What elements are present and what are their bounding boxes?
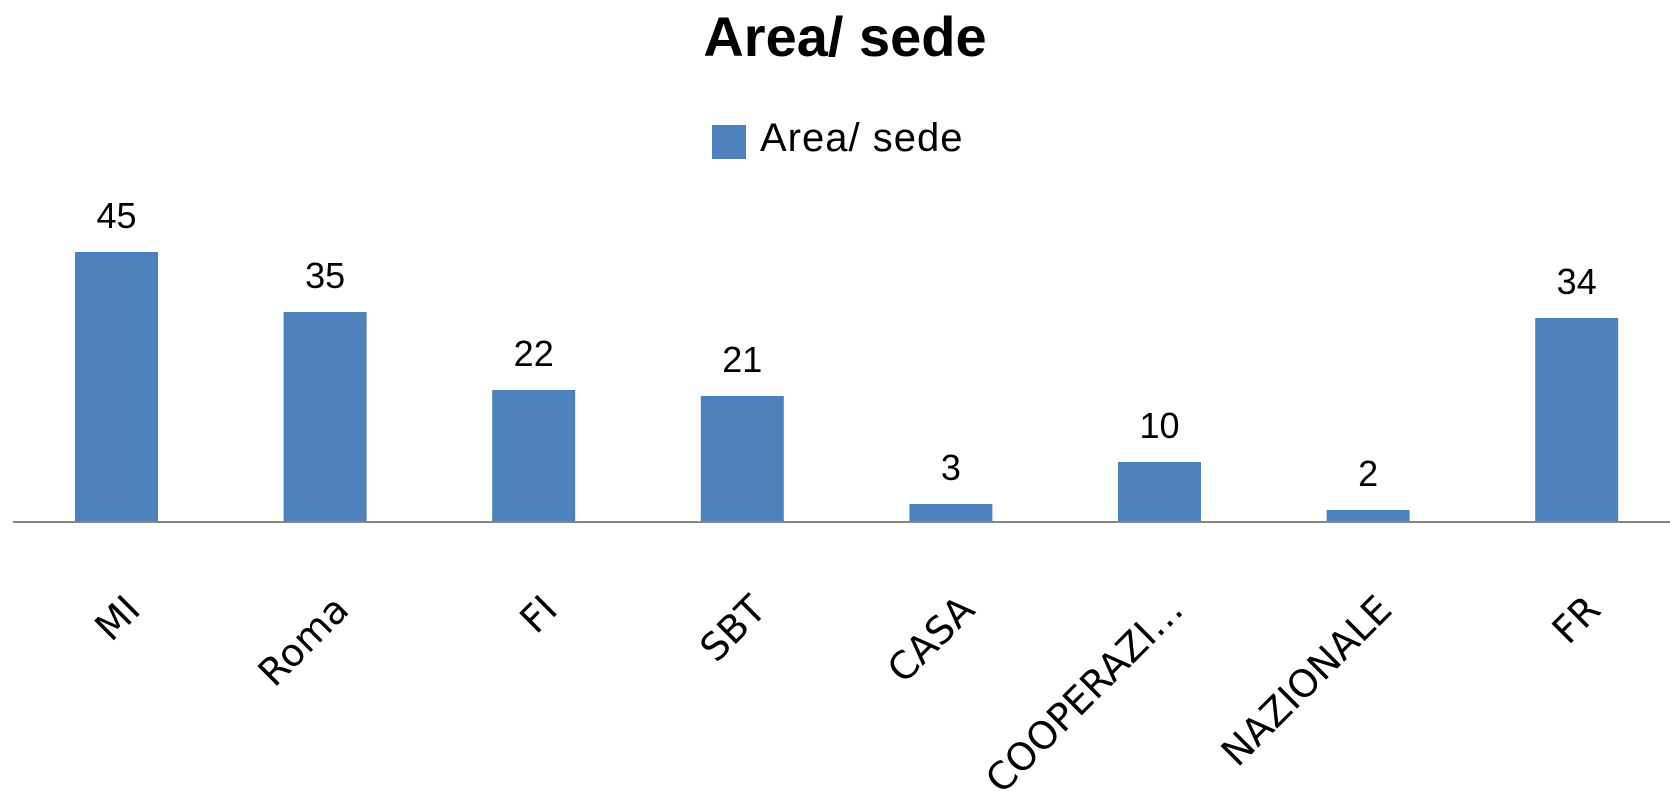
bar-2 xyxy=(492,390,576,522)
bar-3 xyxy=(700,396,784,522)
legend-swatch xyxy=(712,125,746,159)
data-labels-layer: 45 35 22 21 3 10 2 34 xyxy=(96,195,1596,494)
data-label-7: 34 xyxy=(1557,261,1597,302)
bar-0 xyxy=(75,252,158,522)
x-tick-label-2: FI xyxy=(511,587,566,642)
chart-title: Area/ sede xyxy=(703,5,987,68)
data-label-6: 2 xyxy=(1358,453,1378,494)
x-tick-label-3: SBT xyxy=(691,586,775,670)
bars-layer xyxy=(75,252,1619,522)
chart-legend: Area/ sede xyxy=(712,112,963,164)
x-tick-label-7: FR xyxy=(1544,587,1609,652)
bar-6 xyxy=(1326,510,1410,522)
data-label-4: 3 xyxy=(941,447,961,488)
x-tick-label-1: Roma xyxy=(250,587,358,695)
bar-7 xyxy=(1535,318,1619,522)
x-tick-label-6: NAZIONALE xyxy=(1213,587,1401,775)
data-label-0: 45 xyxy=(96,195,136,236)
x-tick-label-5: COOPERAZI… xyxy=(977,587,1192,802)
bar-4 xyxy=(909,504,993,522)
legend-label: Area/ sede xyxy=(760,115,964,160)
bar-5 xyxy=(1118,462,1201,522)
data-label-5: 10 xyxy=(1139,405,1179,446)
data-label-3: 21 xyxy=(722,339,762,380)
bar-1 xyxy=(283,312,367,522)
x-tick-label-0: MI xyxy=(86,587,148,649)
data-label-2: 22 xyxy=(514,333,554,374)
x-tick-label-4: CASA xyxy=(879,587,983,691)
data-label-1: 35 xyxy=(305,255,345,296)
